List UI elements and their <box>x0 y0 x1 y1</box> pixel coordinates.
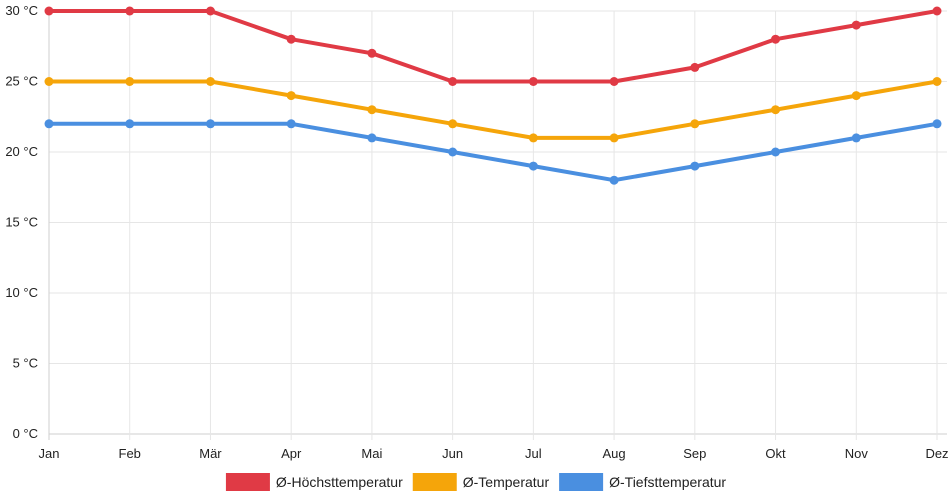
data-point[interactable] <box>286 91 296 101</box>
series-line <box>47 9 939 84</box>
legend-swatch <box>559 473 604 491</box>
x-axis-ticks: Jan Feb Mär Apr Mai Jun Jul Aug Sep Okt Nov Dez <box>39 446 949 461</box>
y-tick-label: 15 °C <box>5 215 38 230</box>
data-point[interactable] <box>125 119 135 129</box>
legend-swatch <box>225 473 270 491</box>
data-point[interactable] <box>609 175 619 185</box>
series-2 <box>44 119 942 185</box>
x-tick-label: Jul <box>525 446 542 461</box>
y-tick-label: 10 °C <box>5 285 38 300</box>
data-point[interactable] <box>448 119 458 129</box>
y-tick-label: 20 °C <box>5 144 38 159</box>
x-tick-label: Nov <box>845 446 869 461</box>
x-tick-label: Jun <box>442 446 463 461</box>
x-tick-label: Okt <box>765 446 786 461</box>
legend-label: Ø-Temperatur <box>463 474 550 490</box>
x-tick-label: Feb <box>119 446 141 461</box>
data-point[interactable] <box>932 77 942 86</box>
data-point[interactable] <box>448 147 458 157</box>
legend: Ø-Höchsttemperatur Ø-Temperatur Ø-Tiefstte… <box>225 473 726 491</box>
y-axis-ticks: 0 °C 5 °C 10 °C 15 °C 20 °C 25 °C 30 °C <box>5 3 38 441</box>
series-1 <box>44 77 942 143</box>
data-point[interactable] <box>367 133 377 143</box>
data-point[interactable] <box>609 133 619 143</box>
y-tick-label: 5 °C <box>13 356 38 371</box>
legend-item[interactable]: Ø-Temperatur <box>412 473 550 491</box>
legend-item[interactable]: Ø-Höchsttemperatur <box>225 473 403 491</box>
data-point[interactable] <box>205 77 215 86</box>
legend-item[interactable]: Ø-Tiefsttemperatur <box>559 473 726 491</box>
data-point[interactable] <box>205 6 215 16</box>
y-tick-label: 0 °C <box>13 426 38 441</box>
data-point[interactable] <box>448 77 458 86</box>
data-point[interactable] <box>44 6 54 16</box>
data-point[interactable] <box>125 77 135 86</box>
x-tick-label: Mai <box>361 446 382 461</box>
series-0 <box>44 6 942 86</box>
series-line <box>47 121 939 183</box>
y-tick-label: 25 °C <box>5 74 38 89</box>
legend-label: Ø-Tiefsttemperatur <box>609 474 726 490</box>
y-tick-label: 30 °C <box>5 3 38 18</box>
data-point[interactable] <box>205 119 215 129</box>
data-point[interactable] <box>851 133 861 143</box>
data-point[interactable] <box>851 91 861 101</box>
data-point[interactable] <box>528 133 538 143</box>
data-point[interactable] <box>44 77 54 86</box>
series-layer <box>44 6 942 185</box>
data-point[interactable] <box>690 161 700 171</box>
series-line <box>47 79 939 140</box>
data-point[interactable] <box>932 119 942 129</box>
data-point[interactable] <box>286 34 296 44</box>
legend-swatch <box>412 473 457 491</box>
x-tick-label: Mär <box>199 446 222 461</box>
data-point[interactable] <box>771 147 781 157</box>
data-point[interactable] <box>771 34 781 44</box>
legend-label: Ø-Höchsttemperatur <box>276 474 403 490</box>
x-tick-label: Aug <box>603 446 626 461</box>
data-point[interactable] <box>528 161 538 171</box>
data-point[interactable] <box>690 62 700 72</box>
data-point[interactable] <box>367 105 377 115</box>
grid-layer <box>48 10 947 440</box>
x-tick-label: Jan <box>39 446 60 461</box>
data-point[interactable] <box>609 77 619 86</box>
data-point[interactable] <box>932 6 942 16</box>
data-point[interactable] <box>367 48 377 58</box>
data-point[interactable] <box>286 119 296 129</box>
x-tick-label: Apr <box>281 446 302 461</box>
data-point[interactable] <box>125 6 135 16</box>
data-point[interactable] <box>851 20 861 30</box>
x-tick-label: Dez <box>925 446 948 461</box>
data-point[interactable] <box>690 119 700 129</box>
data-point[interactable] <box>771 105 781 115</box>
data-point[interactable] <box>44 119 54 129</box>
x-tick-label: Sep <box>683 446 706 461</box>
data-point[interactable] <box>528 77 538 86</box>
